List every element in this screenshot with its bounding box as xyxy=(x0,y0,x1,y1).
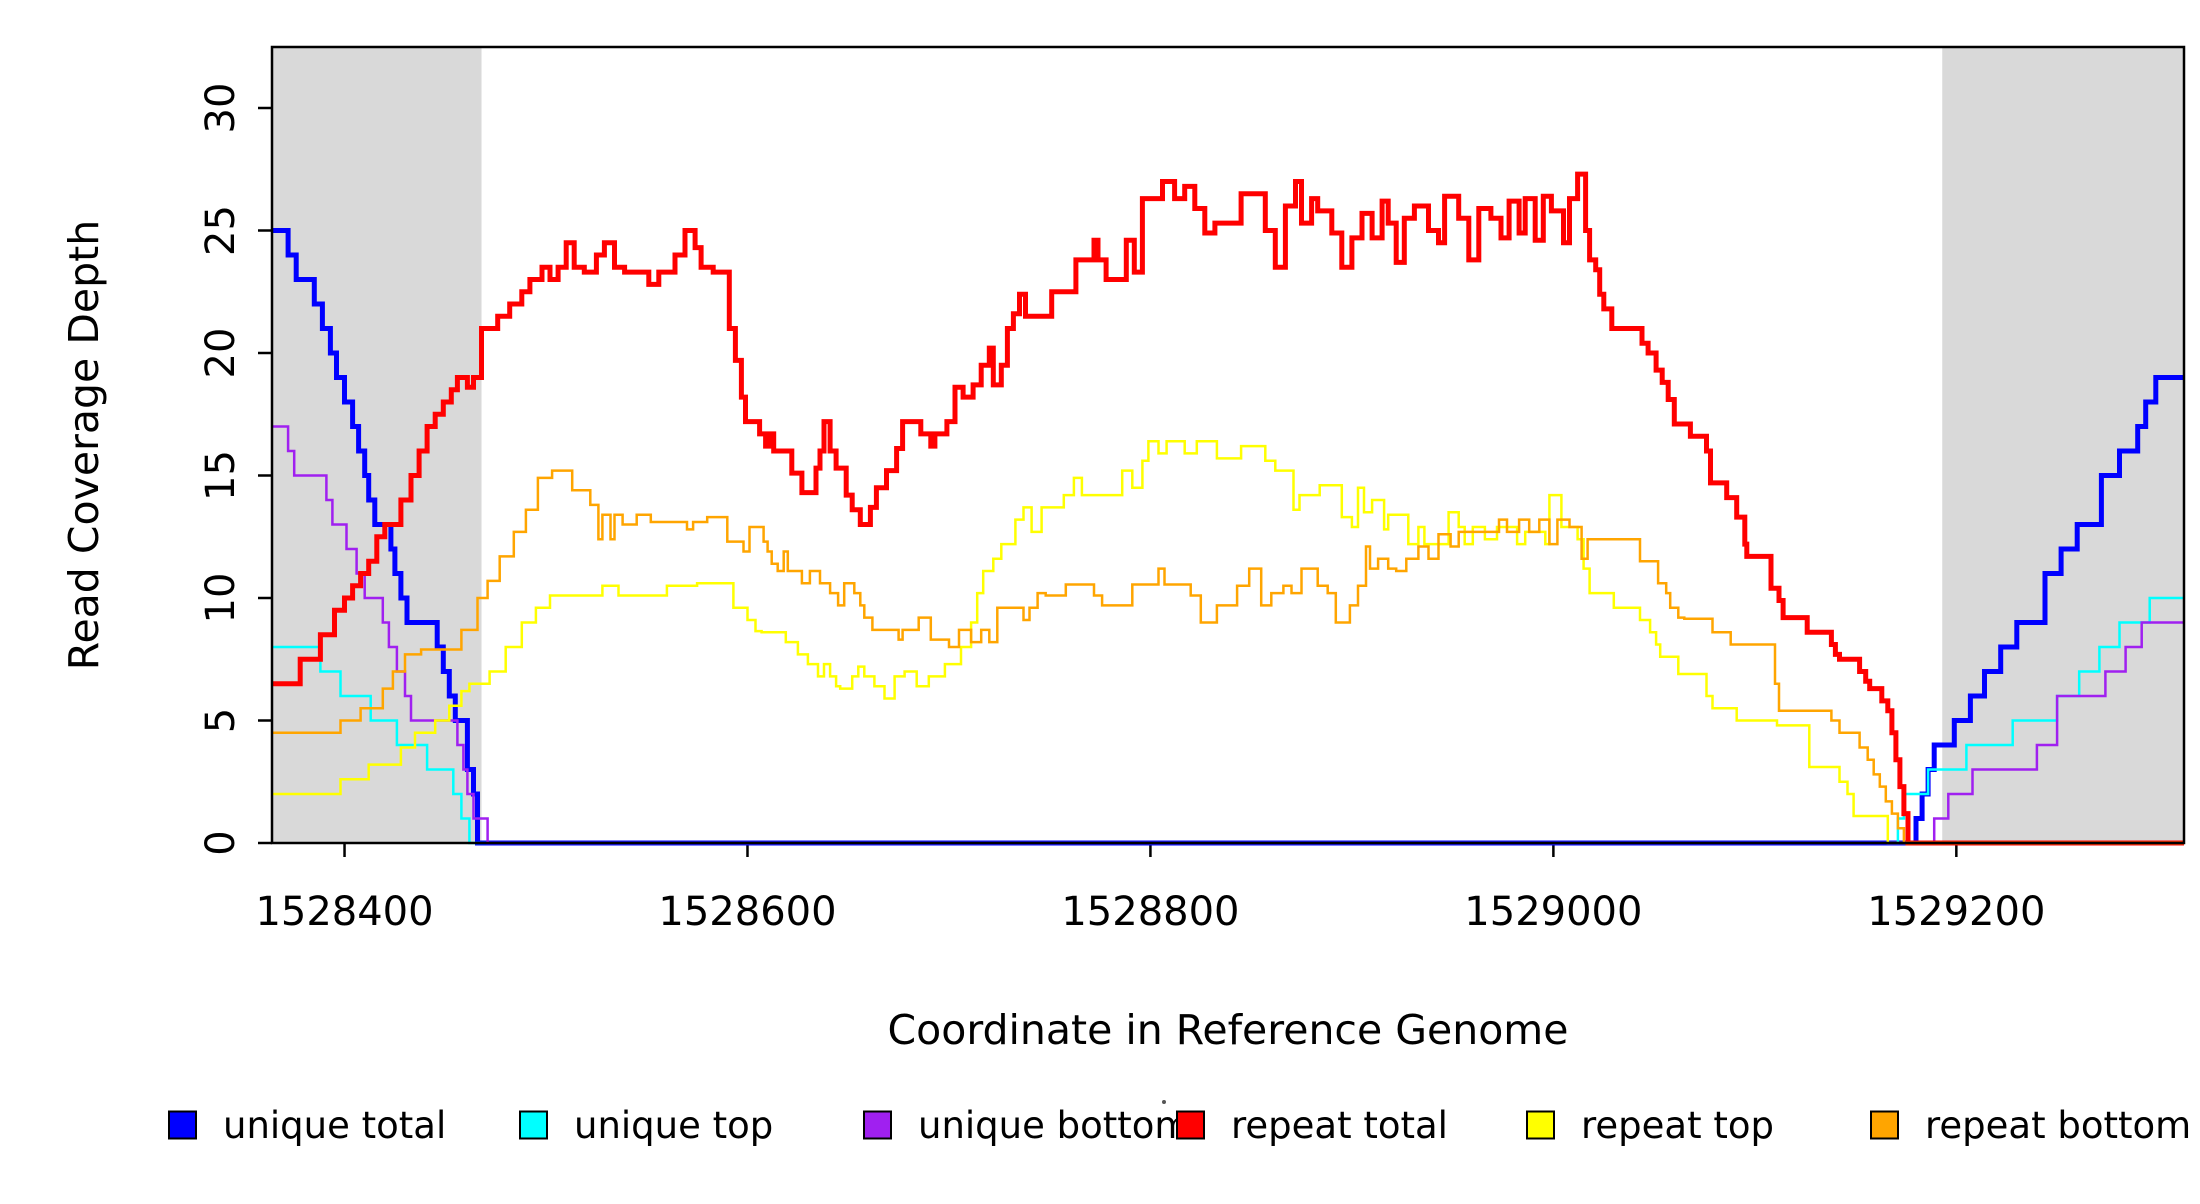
stray-dot-artifact xyxy=(1162,1100,1166,1104)
shaded-region-left xyxy=(272,47,482,843)
x-axis: 1528400 1528600 1528800 1529000 1529200 xyxy=(255,843,2045,935)
y-tick-label: 20 xyxy=(198,328,244,379)
series-repeat-total-line xyxy=(272,171,2184,846)
y-tick-label: 25 xyxy=(198,205,244,256)
legend-label-unique-bottom: unique bottom xyxy=(918,1104,1190,1147)
y-tick-label: 30 xyxy=(198,83,244,134)
x-axis-title: Coordinate in Reference Genome xyxy=(888,1006,1569,1054)
legend-item-unique-bottom: unique bottom xyxy=(863,1104,1190,1147)
legend-swatch-unique-top-icon xyxy=(519,1110,548,1140)
axes: 1528400 1528600 1528800 1529000 1529200 0 5 10 1… xyxy=(198,83,2045,935)
x-tick-label: 1528400 xyxy=(255,889,433,935)
y-tick-label: 5 xyxy=(198,708,244,733)
legend-item-unique-total: unique total xyxy=(168,1104,446,1147)
legend-swatch-repeat-bottom-icon xyxy=(1870,1110,1899,1140)
legend-item-repeat-top: repeat top xyxy=(1526,1104,1774,1147)
shaded-region-right xyxy=(1942,47,2184,843)
y-tick-label: 0 xyxy=(198,830,244,855)
series-unique-total-line xyxy=(272,228,2184,846)
y-tick-label: 10 xyxy=(198,573,244,624)
x-tick-label: 1529000 xyxy=(1464,889,1642,935)
legend-label-unique-total: unique total xyxy=(223,1104,446,1147)
legend-swatch-repeat-total-icon xyxy=(1176,1110,1205,1140)
y-axis: 0 5 10 15 20 25 30 xyxy=(198,83,272,856)
y-axis-title: Read Coverage Depth xyxy=(60,220,108,670)
legend-swatch-unique-total-icon xyxy=(168,1110,197,1140)
legend-label-repeat-bottom: repeat bottom xyxy=(1925,1104,2191,1147)
legend-swatch-repeat-top-icon xyxy=(1526,1110,1555,1140)
series-repeat-top-line xyxy=(272,439,2184,845)
x-tick-label: 1529200 xyxy=(1867,889,2045,935)
series-unique-top-line xyxy=(272,596,2184,845)
series-layer xyxy=(272,171,2184,846)
legend-label-unique-top: unique top xyxy=(574,1104,773,1147)
legend-label-repeat-total: repeat total xyxy=(1231,1104,1448,1147)
legend-swatch-unique-bottom-icon xyxy=(863,1110,892,1140)
shaded-flank-regions xyxy=(272,47,2184,843)
y-tick-label: 15 xyxy=(198,450,244,501)
series-unique-bottom-line xyxy=(272,425,2184,845)
legend-label-repeat-top: repeat top xyxy=(1581,1104,1774,1147)
legend-item-repeat-total: repeat total xyxy=(1176,1104,1448,1147)
x-tick-label: 1528600 xyxy=(658,889,836,935)
x-tick-label: 1528800 xyxy=(1061,889,1239,935)
legend-item-repeat-bottom: repeat bottom xyxy=(1870,1104,2191,1147)
legend-item-unique-top: unique top xyxy=(519,1104,773,1147)
plot-border-box xyxy=(270,45,2186,845)
chart-legend: unique total unique top unique bottom repea… xyxy=(168,1104,2191,1147)
series-repeat-bottom-line xyxy=(272,469,2184,845)
